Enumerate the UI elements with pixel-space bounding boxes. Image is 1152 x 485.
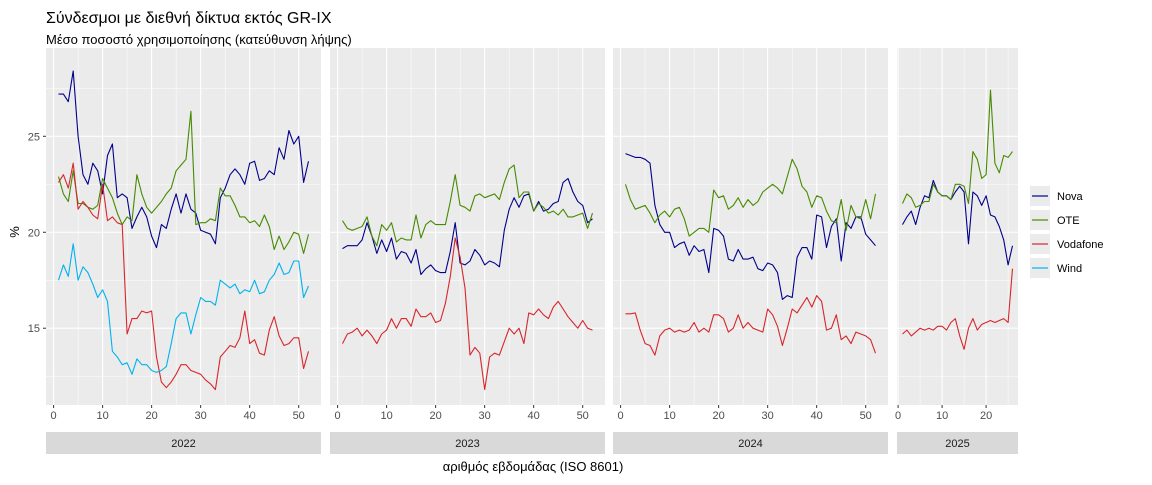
facet-panels: 0 10 20 30 40 50 2022 0 10 20 30 40 50 2023 0 10 20 30 40 5… (28, 48, 1018, 454)
legend-label: Vodafone (1057, 239, 1104, 251)
x-tick-label: 0 (895, 410, 901, 422)
x-tick-label: 0 (51, 410, 57, 422)
facet-strip-label: 2023 (455, 438, 479, 450)
series-line-nova (342, 177, 593, 276)
series-line-nova (58, 70, 310, 249)
facet-strip (330, 432, 605, 454)
x-tick-label: 10 (380, 410, 392, 422)
series-line-ote (902, 89, 1013, 208)
legend-label: Wind (1057, 263, 1082, 275)
facet-panel-2024: 0 10 20 30 40 50 2024 (613, 48, 888, 454)
y-tick-label: 25 (28, 131, 40, 143)
series-line-ote (624, 158, 877, 237)
series-line-vodafone (625, 295, 877, 356)
panel-background (330, 48, 605, 405)
legend: Nova OTE Vodafone Wind (1030, 186, 1104, 278)
legend-label: Nova (1057, 191, 1084, 203)
legend-item-ote: OTE (1030, 210, 1080, 230)
y-axis-title: % (7, 226, 22, 238)
facet-panel-2023: 0 10 20 30 40 50 2023 (330, 48, 605, 454)
x-tick-label: 50 (860, 410, 872, 422)
x-tick-label: 10 (936, 410, 948, 422)
chart-title: Σύνδεσμοι με διεθνή δίκτυα εκτός GR-IX (46, 10, 332, 27)
facet-panel-2022: 0 10 20 30 40 50 2022 (46, 48, 321, 454)
x-tick-label: 40 (528, 410, 540, 422)
y-tick-label: 20 (28, 227, 40, 239)
series-line-ote (342, 164, 594, 247)
series-line-vodafone (902, 268, 1014, 350)
x-tick-label: 20 (980, 410, 992, 422)
legend-item-wind: Wind (1030, 258, 1082, 278)
x-tick-label: 40 (244, 410, 256, 422)
panel-background (613, 48, 888, 405)
x-tick-label: 30 (195, 410, 207, 422)
x-tick-label: 40 (811, 410, 823, 422)
x-tick-label: 10 (96, 410, 108, 422)
legend-item-nova: Nova (1030, 186, 1084, 206)
x-axis-title: αριθμός εβδομάδας (ISO 8601) (443, 459, 624, 474)
facet-strip-label: 2025 (945, 438, 969, 450)
x-tick-label: 30 (479, 410, 491, 422)
series-line-vodafone (58, 162, 310, 391)
facet-strip-label: 2022 (171, 438, 195, 450)
series-line-vodafone (342, 237, 593, 391)
x-tick-label: 0 (335, 410, 341, 422)
facet-strip (46, 432, 321, 454)
facet-strip (897, 432, 1018, 454)
chart-subtitle: Μέσο ποσοστό χρησιμοποίησης (κατεύθυνση … (46, 32, 352, 47)
panel-background (46, 48, 321, 405)
series-line-wind (57, 243, 310, 375)
y-tick-label: 15 (28, 323, 40, 335)
legend-item-vodafone: Vodafone (1030, 234, 1104, 254)
x-tick-label: 30 (762, 410, 774, 422)
x-tick-label: 50 (577, 410, 589, 422)
x-tick-label: 20 (146, 410, 158, 422)
series-line-ote (57, 110, 310, 254)
legend-label: OTE (1057, 215, 1080, 227)
x-tick-label: 20 (713, 410, 725, 422)
facet-strip (613, 432, 888, 454)
facet-panel-2025: 0 10 20 2025 (895, 48, 1018, 454)
facet-strip-label: 2024 (738, 438, 762, 450)
series-line-nova (625, 153, 876, 300)
x-tick-label: 10 (663, 410, 675, 422)
panel-background (897, 48, 1018, 405)
x-tick-label: 0 (618, 410, 624, 422)
x-tick-label: 20 (430, 410, 442, 422)
x-tick-label: 50 (293, 410, 305, 422)
